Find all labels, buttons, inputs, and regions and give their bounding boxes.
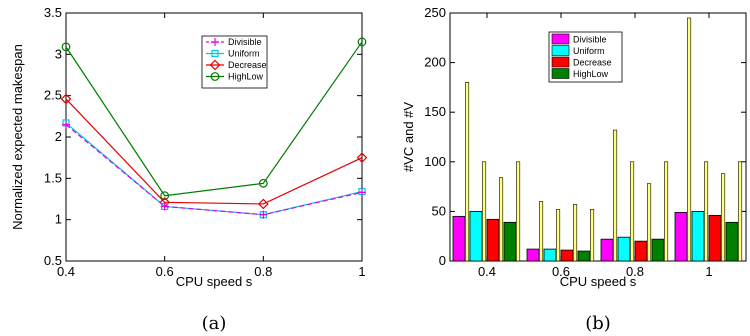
bar-highlow bbox=[725, 221, 739, 262]
legend-swatch-divisible bbox=[551, 33, 570, 45]
legend-swatch-decrease bbox=[551, 56, 570, 68]
x-tick-label: 1 bbox=[358, 264, 365, 279]
bar-divisible bbox=[600, 238, 614, 262]
y-tick-label: 0.5 bbox=[44, 253, 62, 268]
y-tick-label: 1.5 bbox=[44, 170, 62, 185]
data-point-highlow bbox=[357, 37, 367, 47]
thin-bar-decrease bbox=[720, 173, 726, 262]
legend-marker-decrease bbox=[209, 59, 221, 71]
thin-bar-uniform bbox=[481, 161, 487, 262]
thin-bar-highlow bbox=[589, 209, 595, 262]
bar-highlow bbox=[651, 238, 665, 262]
y-tick-label: 50 bbox=[432, 203, 446, 218]
y-tick-label: 200 bbox=[424, 55, 446, 70]
y-tick-label: 250 bbox=[424, 5, 446, 20]
y-tick-label: 1 bbox=[55, 212, 62, 227]
legend-label-divisible: Divisible bbox=[228, 37, 262, 47]
data-point-highlow bbox=[160, 191, 170, 201]
chart-b: 0.4 0.6 0.8 1 0 50 100 150 200 250 CPU speed s #V… bbox=[401, 5, 747, 334]
legend-label-divisible: Divisible bbox=[573, 35, 607, 45]
x-tick-label: 0.6 bbox=[552, 264, 570, 279]
bar-uniform bbox=[691, 210, 705, 262]
thin-bar-highlow bbox=[515, 161, 521, 262]
data-point-divisible bbox=[358, 188, 366, 197]
bar-uniform bbox=[543, 248, 557, 262]
y-axis-label-a: Normalized expected makespan bbox=[10, 44, 25, 230]
bar-highlow bbox=[503, 221, 517, 262]
legend-label-highlow: HighLow bbox=[228, 72, 264, 82]
thin-bar-decrease bbox=[498, 177, 504, 262]
bar-decrease bbox=[486, 218, 500, 262]
bar-decrease bbox=[634, 240, 648, 262]
thin-bar-uniform bbox=[555, 209, 561, 262]
bar-decrease bbox=[560, 249, 574, 262]
data-point-decrease bbox=[257, 198, 269, 210]
legend-label-uniform: Uniform bbox=[228, 49, 260, 59]
data-point-divisible bbox=[62, 120, 70, 129]
y-tick-label: 2 bbox=[55, 129, 62, 144]
legend-marker-divisible bbox=[211, 38, 219, 46]
data-point-decrease bbox=[60, 93, 72, 105]
y-tick-label: 150 bbox=[424, 104, 446, 119]
y-axis-label-b: #VC and #V bbox=[401, 102, 416, 172]
bar-divisible bbox=[526, 248, 540, 262]
x-tick-label: 0.6 bbox=[156, 264, 174, 279]
legend-label-highlow: HighLow bbox=[573, 69, 609, 79]
legend-label-decrease: Decrease bbox=[228, 60, 267, 70]
bar-divisible bbox=[674, 211, 688, 262]
thin-bar-uniform bbox=[703, 161, 709, 262]
x-axis-label-b: CPU speed s bbox=[560, 274, 637, 289]
chart-a: 0.4 0.6 0.8 1 0.5 1 1.5 2 2.5 3 3.5 CPU speed s No… bbox=[10, 5, 368, 334]
legend-label-uniform: Uniform bbox=[573, 46, 605, 56]
x-tick-label: 0.8 bbox=[626, 264, 644, 279]
data-point-highlow bbox=[61, 42, 71, 52]
bar-divisible bbox=[452, 215, 466, 262]
y-tick-label: 3.5 bbox=[44, 5, 62, 20]
data-point-divisible bbox=[259, 210, 268, 219]
series-line-highlow bbox=[65, 41, 363, 197]
data-point-decrease bbox=[356, 152, 368, 164]
legend-swatch-uniform bbox=[551, 45, 570, 56]
x-tick-label: 0.4 bbox=[478, 264, 496, 279]
thin-bar-decrease bbox=[572, 204, 578, 262]
thin-bar-highlow bbox=[737, 161, 743, 262]
series-line-decrease bbox=[65, 98, 363, 205]
caption-a: (a) bbox=[202, 313, 227, 334]
legend-marker-uniform bbox=[211, 49, 219, 58]
y-tick-label: 2.5 bbox=[44, 88, 62, 103]
thin-bar-decrease bbox=[646, 183, 652, 262]
x-axis-label-a: CPU speed s bbox=[176, 274, 253, 289]
bar-uniform bbox=[617, 236, 631, 262]
bar-decrease bbox=[708, 214, 722, 262]
legend-label-decrease: Decrease bbox=[573, 58, 612, 68]
thin-bar-divisible bbox=[612, 129, 618, 262]
y-tick-label: 100 bbox=[424, 154, 446, 169]
thin-bar-divisible bbox=[464, 82, 470, 262]
x-tick-label: 0.8 bbox=[254, 264, 272, 279]
thin-bar-divisible bbox=[686, 17, 692, 262]
legend-marker-highlow bbox=[210, 72, 220, 81]
thin-bar-highlow bbox=[663, 161, 669, 262]
legend-swatch-highlow bbox=[551, 68, 570, 79]
bar-highlow bbox=[577, 250, 591, 262]
y-tick-label: 3 bbox=[55, 46, 62, 61]
thin-bar-uniform bbox=[629, 161, 635, 262]
x-tick-label: 1 bbox=[705, 264, 712, 279]
x-tick-label: 0.4 bbox=[57, 264, 75, 279]
thin-bar-divisible bbox=[538, 201, 544, 262]
bar-uniform bbox=[469, 210, 483, 262]
y-tick-label: 0 bbox=[439, 253, 446, 268]
data-point-divisible bbox=[160, 202, 169, 211]
series-line-divisible bbox=[65, 124, 363, 216]
data-point-highlow bbox=[258, 178, 268, 188]
caption-b: (b) bbox=[585, 313, 611, 334]
